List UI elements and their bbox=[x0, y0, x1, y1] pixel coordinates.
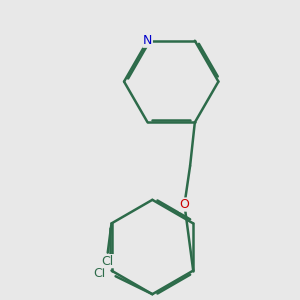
Text: Cl: Cl bbox=[93, 267, 105, 280]
Text: N: N bbox=[143, 34, 152, 47]
Text: Cl: Cl bbox=[102, 255, 114, 268]
Text: O: O bbox=[179, 198, 189, 211]
